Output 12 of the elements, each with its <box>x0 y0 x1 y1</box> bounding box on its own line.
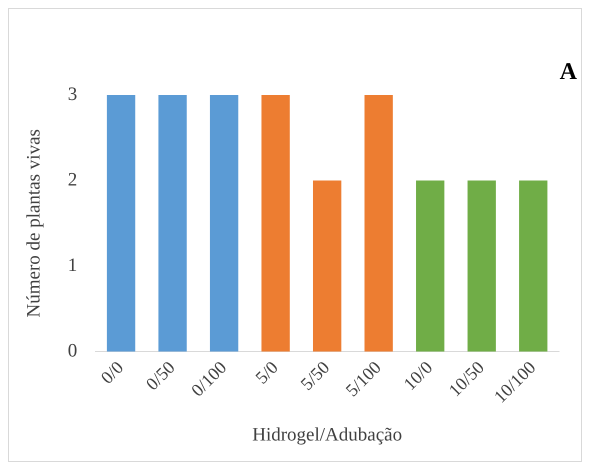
x-tick-label: 0/0 <box>96 357 128 388</box>
x-axis-title: Hidrogel/Adubação <box>252 424 402 446</box>
y-axis-title: Número de plantas vivas <box>23 129 44 318</box>
x-tick-label: 5/0 <box>251 357 282 388</box>
text: A <box>560 59 578 86</box>
y-tick-label: 3 <box>68 84 78 105</box>
x-tick-label: 5/50 <box>296 357 334 394</box>
x-tick-label: 10/0 <box>400 357 436 394</box>
x-tick-label: 0/50 <box>142 357 179 394</box>
y-tick-label: 0 <box>68 340 78 362</box>
y-tick-label: 1 <box>68 255 78 276</box>
y-tick-label: 2 <box>68 170 78 191</box>
